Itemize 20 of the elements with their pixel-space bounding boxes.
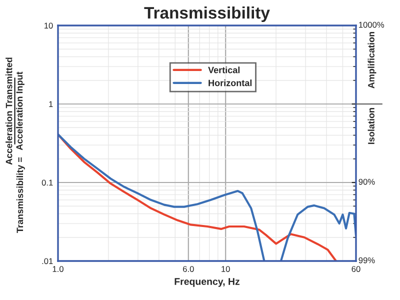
x-axis-title: Frequency, Hz (174, 278, 240, 287)
text: Acceleration Input (16, 72, 24, 150)
text: 1000% (359, 22, 384, 28)
y-tick-label: .01 (42, 258, 53, 264)
text: Acceleration Transmitted (6, 58, 12, 165)
x-tick-label: 10 (222, 266, 230, 272)
y-axis-title: Transmissibility = (16, 157, 25, 233)
text: Isolation (368, 108, 374, 144)
y-tick-label: 1 (49, 101, 53, 108)
y-tick-label: 10 (44, 22, 53, 29)
x-tick-label: 60 (352, 266, 360, 272)
text: 90% (358, 178, 375, 185)
x-tick-label: 1.0 (52, 266, 64, 272)
legend-label: Horizontal (208, 80, 252, 86)
legend-label: Vertical (208, 66, 240, 74)
x-tick-label: 6.0 (183, 266, 194, 272)
y-tick-label: 0.1 (42, 180, 53, 186)
text: Amplification (368, 32, 376, 88)
text: 99% (358, 257, 375, 264)
chart-title: Transmissibility (144, 6, 270, 22)
